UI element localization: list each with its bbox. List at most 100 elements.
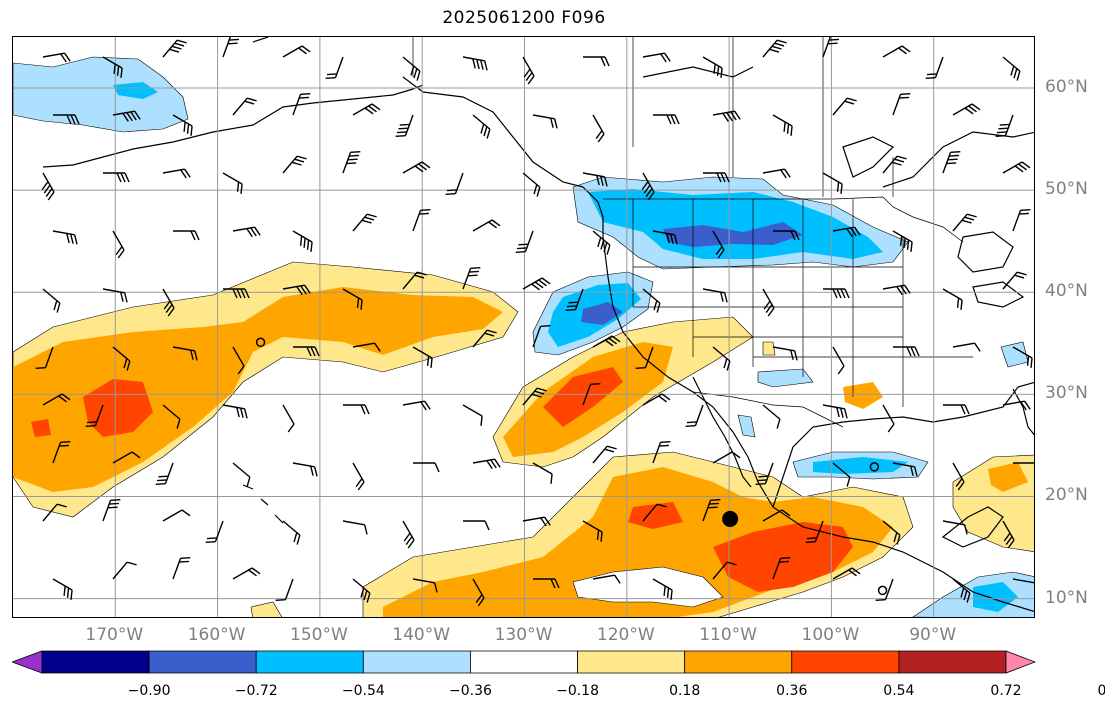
colorbar-tick-label: −0.18 — [556, 683, 599, 699]
wind-barb — [712, 346, 731, 371]
wind-barb — [342, 288, 363, 310]
colorbar-tick-label: −0.54 — [341, 683, 385, 699]
longitude-label: 90°W — [909, 625, 957, 645]
wind-barb — [342, 150, 361, 174]
wind-barb — [522, 172, 541, 197]
wind-barb — [942, 288, 963, 310]
map-panel — [12, 36, 1035, 618]
wind-barb — [882, 284, 911, 296]
wind-barb — [222, 172, 243, 194]
wind-barb — [173, 230, 200, 241]
wind-barb — [892, 92, 911, 116]
longitude-label: 120°W — [596, 625, 655, 645]
wind-barb — [412, 578, 438, 593]
anomaly-fill-layer — [13, 56, 1034, 617]
anomaly-blob-red — [31, 419, 51, 437]
open-circle-marker — [255, 337, 266, 348]
wind-barb — [762, 39, 787, 58]
anomaly-blob-orange — [843, 382, 883, 409]
wind-barb — [232, 226, 261, 238]
wind-barb — [952, 578, 971, 603]
wind-barb — [41, 172, 55, 201]
wind-barb — [172, 114, 193, 136]
anomaly-blob-blue — [973, 582, 1018, 612]
storm-center-marker — [722, 510, 739, 527]
coastline-yucatan — [941, 506, 1004, 548]
colorbar-tick-label: 0.18 — [669, 683, 701, 699]
wind-barb — [472, 219, 501, 232]
wind-barb — [282, 520, 301, 545]
wind-barb — [472, 578, 485, 607]
wind-barb — [832, 567, 861, 580]
wind-barb — [222, 404, 248, 419]
wind-barb — [652, 440, 671, 464]
wind-barb — [112, 110, 141, 122]
wind-barb — [412, 346, 433, 368]
anomaly-blob-red — [543, 367, 623, 427]
wind-barb — [325, 56, 344, 80]
coastline-florida — [1012, 388, 1034, 436]
wind-barb — [352, 342, 381, 352]
wind-barb — [342, 520, 368, 535]
wind-barb — [402, 520, 415, 549]
wind-barb — [712, 110, 741, 122]
anomaly-blob-light-blue — [757, 368, 814, 388]
border-us-states — [632, 199, 973, 407]
wind-barb — [772, 556, 791, 580]
wind-barb — [642, 503, 667, 522]
wind-barb — [952, 462, 965, 491]
wind-barb — [772, 114, 793, 136]
wind-barb — [522, 277, 551, 291]
wind-barb — [352, 578, 371, 603]
wind-barb — [532, 324, 551, 348]
wind-barb — [112, 230, 125, 259]
coastline-gulf — [772, 381, 1034, 508]
wind-barb — [592, 335, 621, 348]
wind-barb — [702, 288, 728, 303]
wind-barb — [1002, 271, 1027, 290]
wind-barb — [762, 509, 791, 522]
wind-barb — [155, 462, 174, 486]
wind-barb — [522, 387, 547, 406]
anomaly-blob-blue — [588, 189, 883, 259]
colorbar-segment — [255, 650, 364, 674]
wind-barb — [402, 56, 421, 81]
wind-barb — [1012, 346, 1033, 368]
wind-barb — [162, 168, 191, 179]
wind-barb — [395, 114, 414, 138]
latitude-label: 40°N — [1045, 281, 1088, 302]
wind-barb — [805, 520, 824, 544]
wind-barb — [52, 440, 71, 464]
wind-barb — [882, 520, 901, 545]
wind-barb — [532, 462, 553, 484]
wind-barb — [292, 230, 313, 252]
wind-barb — [942, 150, 961, 174]
wind-barb — [232, 97, 257, 116]
wind-barb — [772, 346, 798, 361]
colorbar-segment — [684, 650, 793, 674]
wind-barb — [103, 172, 130, 183]
wind-barb — [282, 404, 295, 433]
wind-barb — [282, 155, 307, 174]
coastline-hawaii — [242, 484, 284, 524]
anomaly-blob-light-orange — [250, 601, 283, 617]
anomaly-blob-light-orange — [762, 341, 776, 356]
latitude-label: 20°N — [1045, 485, 1088, 506]
wind-barb — [952, 342, 981, 352]
wind-barb — [472, 114, 491, 139]
longitude-label: 110°W — [699, 625, 757, 645]
anomaly-blob-orange — [13, 287, 503, 492]
colorbar-segment — [791, 650, 900, 674]
wind-barb — [293, 346, 320, 357]
wind-barb — [1012, 208, 1031, 232]
wind-barb — [641, 172, 655, 201]
wind-barb — [822, 37, 841, 58]
wind-barb — [532, 114, 558, 129]
wind-barb — [162, 39, 187, 58]
wind-barb — [893, 346, 920, 357]
wind-barb — [343, 404, 370, 415]
anomaly-blob-orange — [988, 462, 1028, 492]
wind-barb — [712, 451, 741, 464]
anomaly-blob-dark-blue — [581, 302, 623, 325]
wind-barb — [652, 230, 678, 245]
